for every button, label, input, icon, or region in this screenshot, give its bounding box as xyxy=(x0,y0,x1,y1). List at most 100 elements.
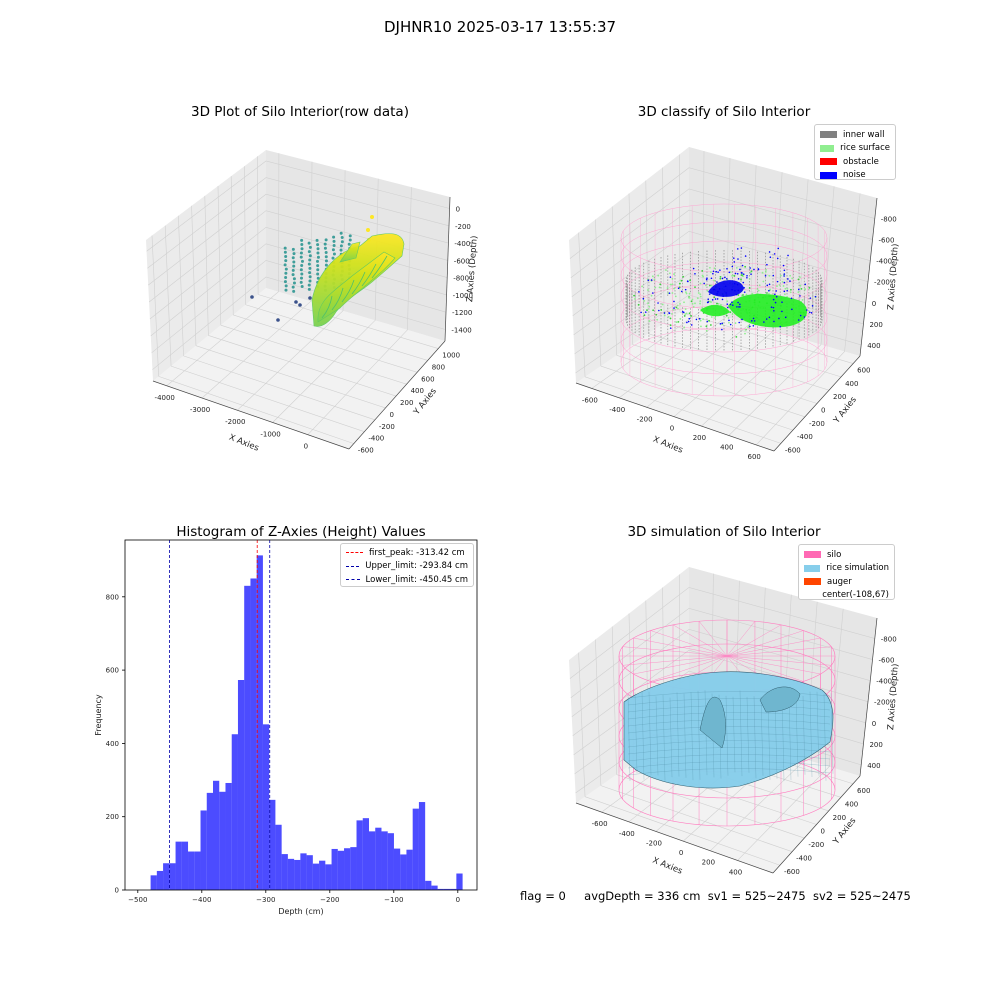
legend-label: first_peak: -313.42 cm xyxy=(369,547,465,558)
grid-line-z xyxy=(146,160,450,252)
noise-point xyxy=(663,312,666,314)
rice-surface-point xyxy=(799,284,802,287)
y-tick-label: 1000 xyxy=(442,352,460,360)
legend-item-rice-simulation: rice simulation xyxy=(804,562,889,576)
y-axis-line xyxy=(772,775,861,874)
data-point xyxy=(340,240,344,244)
noise-point xyxy=(721,322,724,325)
noise-point xyxy=(809,297,812,299)
rice-surface-point xyxy=(661,303,664,306)
rice-surface-point xyxy=(761,271,764,274)
rice-surface-cluster xyxy=(700,304,730,317)
histogram-bar xyxy=(300,853,307,890)
rice-surface-point xyxy=(669,283,672,286)
rice-surface-point xyxy=(699,295,702,298)
data-point xyxy=(339,248,343,252)
y-tick-label: 600 xyxy=(421,375,434,383)
rice-surface-point xyxy=(679,303,681,305)
rice-surface-point xyxy=(691,302,694,305)
rice-surface-point xyxy=(705,284,707,287)
noise-point xyxy=(776,280,779,283)
noise-point xyxy=(740,247,743,249)
figure-title: DJHNR10 2025-03-17 13:55:37 xyxy=(383,18,617,36)
noise-point xyxy=(673,300,675,303)
grid-line-z xyxy=(148,193,449,286)
data-point xyxy=(316,251,320,255)
data-point xyxy=(315,259,319,263)
rice-surface-point xyxy=(709,324,712,326)
rice-surface-point xyxy=(648,305,651,308)
z-tick-label: -200 xyxy=(874,699,890,707)
rice-surface-point xyxy=(737,294,740,296)
sv1-text: sv1 = 525~2475 xyxy=(707,889,806,903)
noise-point xyxy=(684,288,687,291)
z-tick-label: -1200 xyxy=(452,309,472,317)
grid-line-y xyxy=(258,294,439,349)
noise-point xyxy=(729,303,732,306)
histogram-bar xyxy=(169,863,176,890)
grid-line-x xyxy=(646,165,757,408)
rice-surface-point xyxy=(641,285,644,288)
noise-point xyxy=(774,301,777,304)
noise-point xyxy=(686,321,688,324)
noise-point xyxy=(680,290,683,293)
grid-line-z xyxy=(573,252,866,336)
x-tick-label: -4000 xyxy=(155,394,175,402)
noise-point xyxy=(791,308,793,311)
rice-surface-point xyxy=(731,313,734,316)
legend-swatch xyxy=(804,551,821,559)
data-point xyxy=(308,275,312,279)
histogram-bar xyxy=(163,863,170,890)
noise-point xyxy=(642,297,645,300)
z-tick-label: -1000 xyxy=(453,292,473,300)
histogram-bar xyxy=(237,680,245,890)
noise-point xyxy=(644,311,647,313)
noise-point xyxy=(781,310,783,313)
rice-surface-point xyxy=(691,298,694,301)
noise-point xyxy=(783,290,786,293)
z-tick-label: -400 xyxy=(876,258,892,266)
data-point xyxy=(308,296,312,300)
surface-peak xyxy=(699,696,726,749)
noise-point xyxy=(764,274,767,277)
noise-point xyxy=(768,283,771,286)
noise-point xyxy=(726,268,728,270)
x-tick-label: 0 xyxy=(679,849,683,857)
surface-mesh xyxy=(627,695,631,782)
grid-line-z xyxy=(147,177,450,269)
surface-mesh xyxy=(627,768,831,776)
rice-surface-point xyxy=(725,314,728,317)
noise-point xyxy=(772,306,775,309)
rice-surface-point xyxy=(685,312,688,315)
silo-wireframe xyxy=(672,624,728,657)
grid-line-y xyxy=(195,345,386,409)
noise-point xyxy=(728,319,730,322)
rice-surface-point xyxy=(697,292,700,294)
grid-line-y xyxy=(170,365,365,433)
rice-surface-point xyxy=(694,286,696,289)
rice-surface-point xyxy=(699,302,701,305)
noise-point xyxy=(757,268,760,270)
histogram-bar xyxy=(256,555,263,890)
noise-point xyxy=(768,251,771,253)
data-point xyxy=(300,285,304,289)
grid-line-y xyxy=(220,324,407,385)
histogram-frame xyxy=(124,539,478,891)
grid-line-y xyxy=(208,335,397,397)
noise-point xyxy=(749,267,751,269)
rice-surface-point xyxy=(797,291,800,294)
x-axis-line xyxy=(152,380,350,450)
histogram-bar xyxy=(375,827,382,890)
data-point xyxy=(307,287,311,291)
noise-point xyxy=(669,327,672,329)
grid-line-y xyxy=(600,785,793,852)
surface-mesh xyxy=(627,761,831,769)
y-tick-label: 200 xyxy=(400,399,413,407)
rice-surface-point xyxy=(800,287,803,290)
silo-wireframe xyxy=(726,630,804,657)
z-tick-label: 0 xyxy=(872,300,876,308)
y-tick-label: 0 xyxy=(389,411,393,419)
legend-label: rice simulation xyxy=(826,563,889,574)
data-point xyxy=(332,235,336,239)
z-axis-label: Z Axies (Depth) xyxy=(465,235,480,302)
